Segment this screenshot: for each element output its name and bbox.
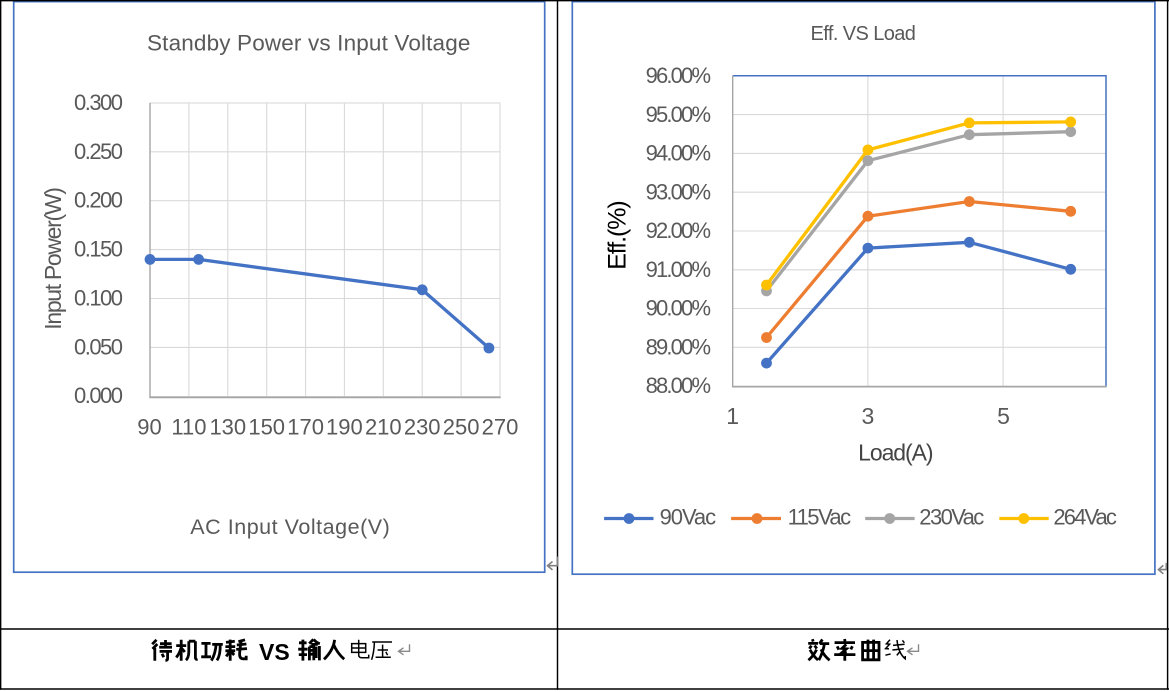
svg-text:5: 5: [997, 403, 1010, 429]
svg-text:Standby Power vs Input Voltage: Standby Power vs Input Voltage: [147, 31, 470, 56]
svg-text:88.00%: 88.00%: [646, 373, 711, 398]
svg-text:3: 3: [862, 403, 875, 429]
svg-text:270: 270: [482, 414, 519, 439]
svg-text:150: 150: [248, 414, 285, 439]
svg-text:0.250: 0.250: [74, 139, 123, 164]
svg-text:230: 230: [404, 414, 441, 439]
svg-text:210: 210: [365, 414, 402, 439]
svg-text:170: 170: [287, 414, 324, 439]
svg-text:0.100: 0.100: [74, 285, 123, 310]
svg-text:90.00%: 90.00%: [646, 296, 711, 321]
svg-text:Load(A): Load(A): [858, 440, 934, 466]
svg-text:130: 130: [209, 414, 246, 439]
svg-text:90Vac: 90Vac: [660, 504, 717, 529]
svg-text:89.00%: 89.00%: [646, 335, 711, 360]
svg-text:0.050: 0.050: [74, 334, 123, 359]
svg-text:94.00%: 94.00%: [646, 141, 711, 166]
svg-text:93.00%: 93.00%: [646, 179, 711, 204]
svg-text:0.300: 0.300: [74, 90, 123, 115]
svg-text:Eff.(%): Eff.(%): [604, 200, 632, 270]
svg-text:0.000: 0.000: [74, 383, 123, 408]
svg-text:250: 250: [443, 414, 480, 439]
svg-text:90: 90: [137, 414, 161, 439]
svg-text:95.00%: 95.00%: [646, 102, 711, 127]
svg-text:1: 1: [726, 403, 739, 429]
svg-text:0.200: 0.200: [74, 188, 123, 213]
svg-text:91.00%: 91.00%: [646, 257, 711, 282]
svg-text:Input Power(W): Input Power(W): [40, 187, 66, 330]
svg-text:110: 110: [171, 414, 206, 439]
svg-text:0.150: 0.150: [74, 237, 123, 262]
svg-text:115Vac: 115Vac: [788, 504, 852, 529]
svg-text:VS: VS: [259, 639, 290, 665]
svg-text:230Vac: 230Vac: [919, 504, 984, 529]
svg-text:96.00%: 96.00%: [646, 63, 711, 88]
svg-text:190: 190: [326, 414, 363, 439]
svg-text:Eff. VS Load: Eff. VS Load: [811, 23, 916, 45]
svg-text:264Vac: 264Vac: [1053, 504, 1117, 529]
svg-text:92.00%: 92.00%: [646, 218, 711, 243]
svg-text:AC Input Voltage(V): AC Input Voltage(V): [190, 515, 389, 539]
